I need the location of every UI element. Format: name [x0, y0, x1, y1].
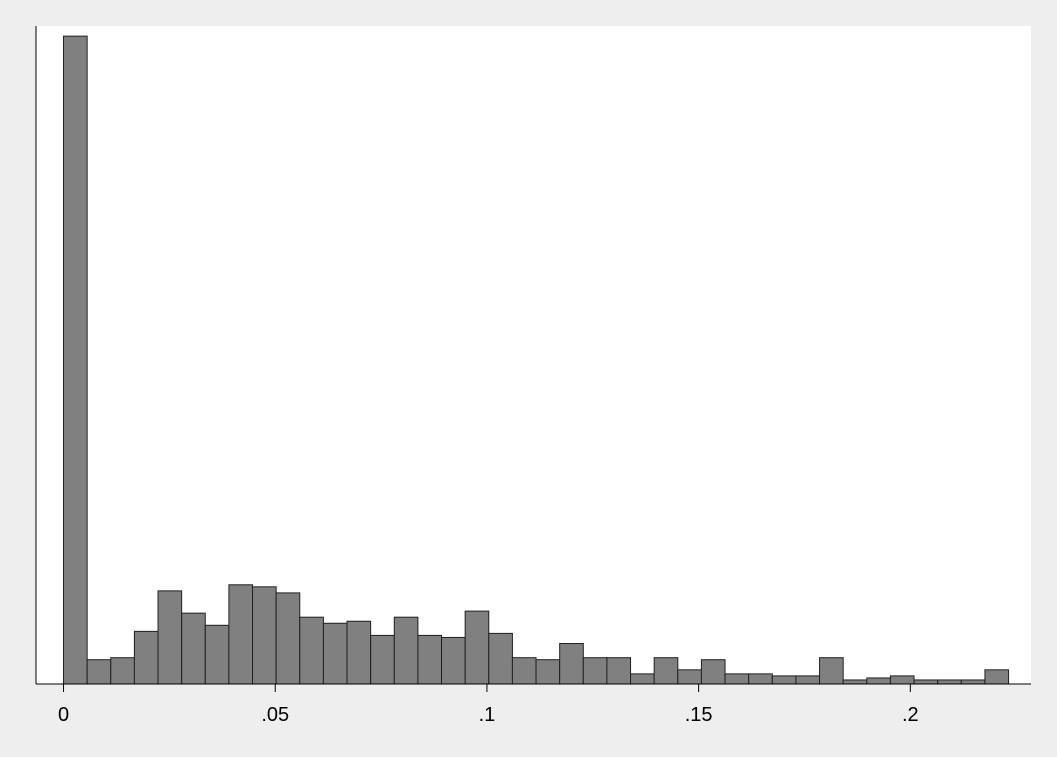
histogram-bar	[559, 643, 584, 685]
histogram-bar	[322, 622, 348, 685]
x-axis-ticks: 0 .05 .1 .15 .2	[58, 684, 919, 726]
histogram-bar	[653, 657, 679, 685]
histogram-bar	[937, 679, 962, 685]
histogram-bar	[275, 592, 301, 685]
x-tick-label: .1	[479, 704, 496, 726]
histogram-bar	[771, 675, 797, 685]
histogram-bar	[370, 634, 395, 685]
histogram-bar	[181, 612, 206, 685]
histogram-bar	[889, 675, 915, 685]
plot-area	[36, 26, 1031, 684]
histogram-bar	[133, 630, 159, 685]
histogram-bar	[748, 673, 773, 685]
histogram-bar	[417, 634, 443, 685]
x-tick-label: .15	[685, 704, 713, 726]
x-tick-label: 0	[58, 704, 69, 726]
histogram-bar	[866, 677, 891, 685]
histogram-bar	[63, 35, 88, 685]
x-tick-label: .2	[902, 704, 919, 726]
histogram-bar	[700, 659, 726, 685]
histogram-bar	[535, 659, 561, 685]
x-tick-label: .05	[261, 704, 289, 726]
histogram-bar	[630, 673, 655, 685]
histogram-bar	[464, 610, 490, 685]
histogram-bar	[441, 636, 466, 685]
histogram-bar	[252, 586, 277, 685]
histogram-bar	[819, 657, 844, 685]
histogram-bar	[984, 669, 1010, 685]
histogram-bar	[960, 679, 986, 685]
histogram-bar	[677, 669, 702, 685]
histogram-bar	[299, 616, 324, 685]
histogram-bar	[582, 657, 608, 685]
histogram-bar	[110, 657, 135, 685]
histogram-bar	[228, 584, 254, 685]
histogram-bar	[511, 657, 537, 685]
bars-group	[63, 35, 1010, 685]
histogram-bar	[606, 657, 632, 685]
histogram-bar	[86, 659, 112, 685]
histogram-bar	[346, 620, 372, 685]
histogram-bar	[393, 616, 419, 685]
histogram-bar	[488, 632, 513, 685]
histogram-bar	[842, 679, 868, 685]
histogram-bar	[795, 675, 821, 685]
histogram-bar	[157, 590, 183, 685]
histogram-bar	[204, 624, 230, 685]
histogram-bar	[724, 673, 750, 685]
histogram-bar	[913, 679, 939, 685]
